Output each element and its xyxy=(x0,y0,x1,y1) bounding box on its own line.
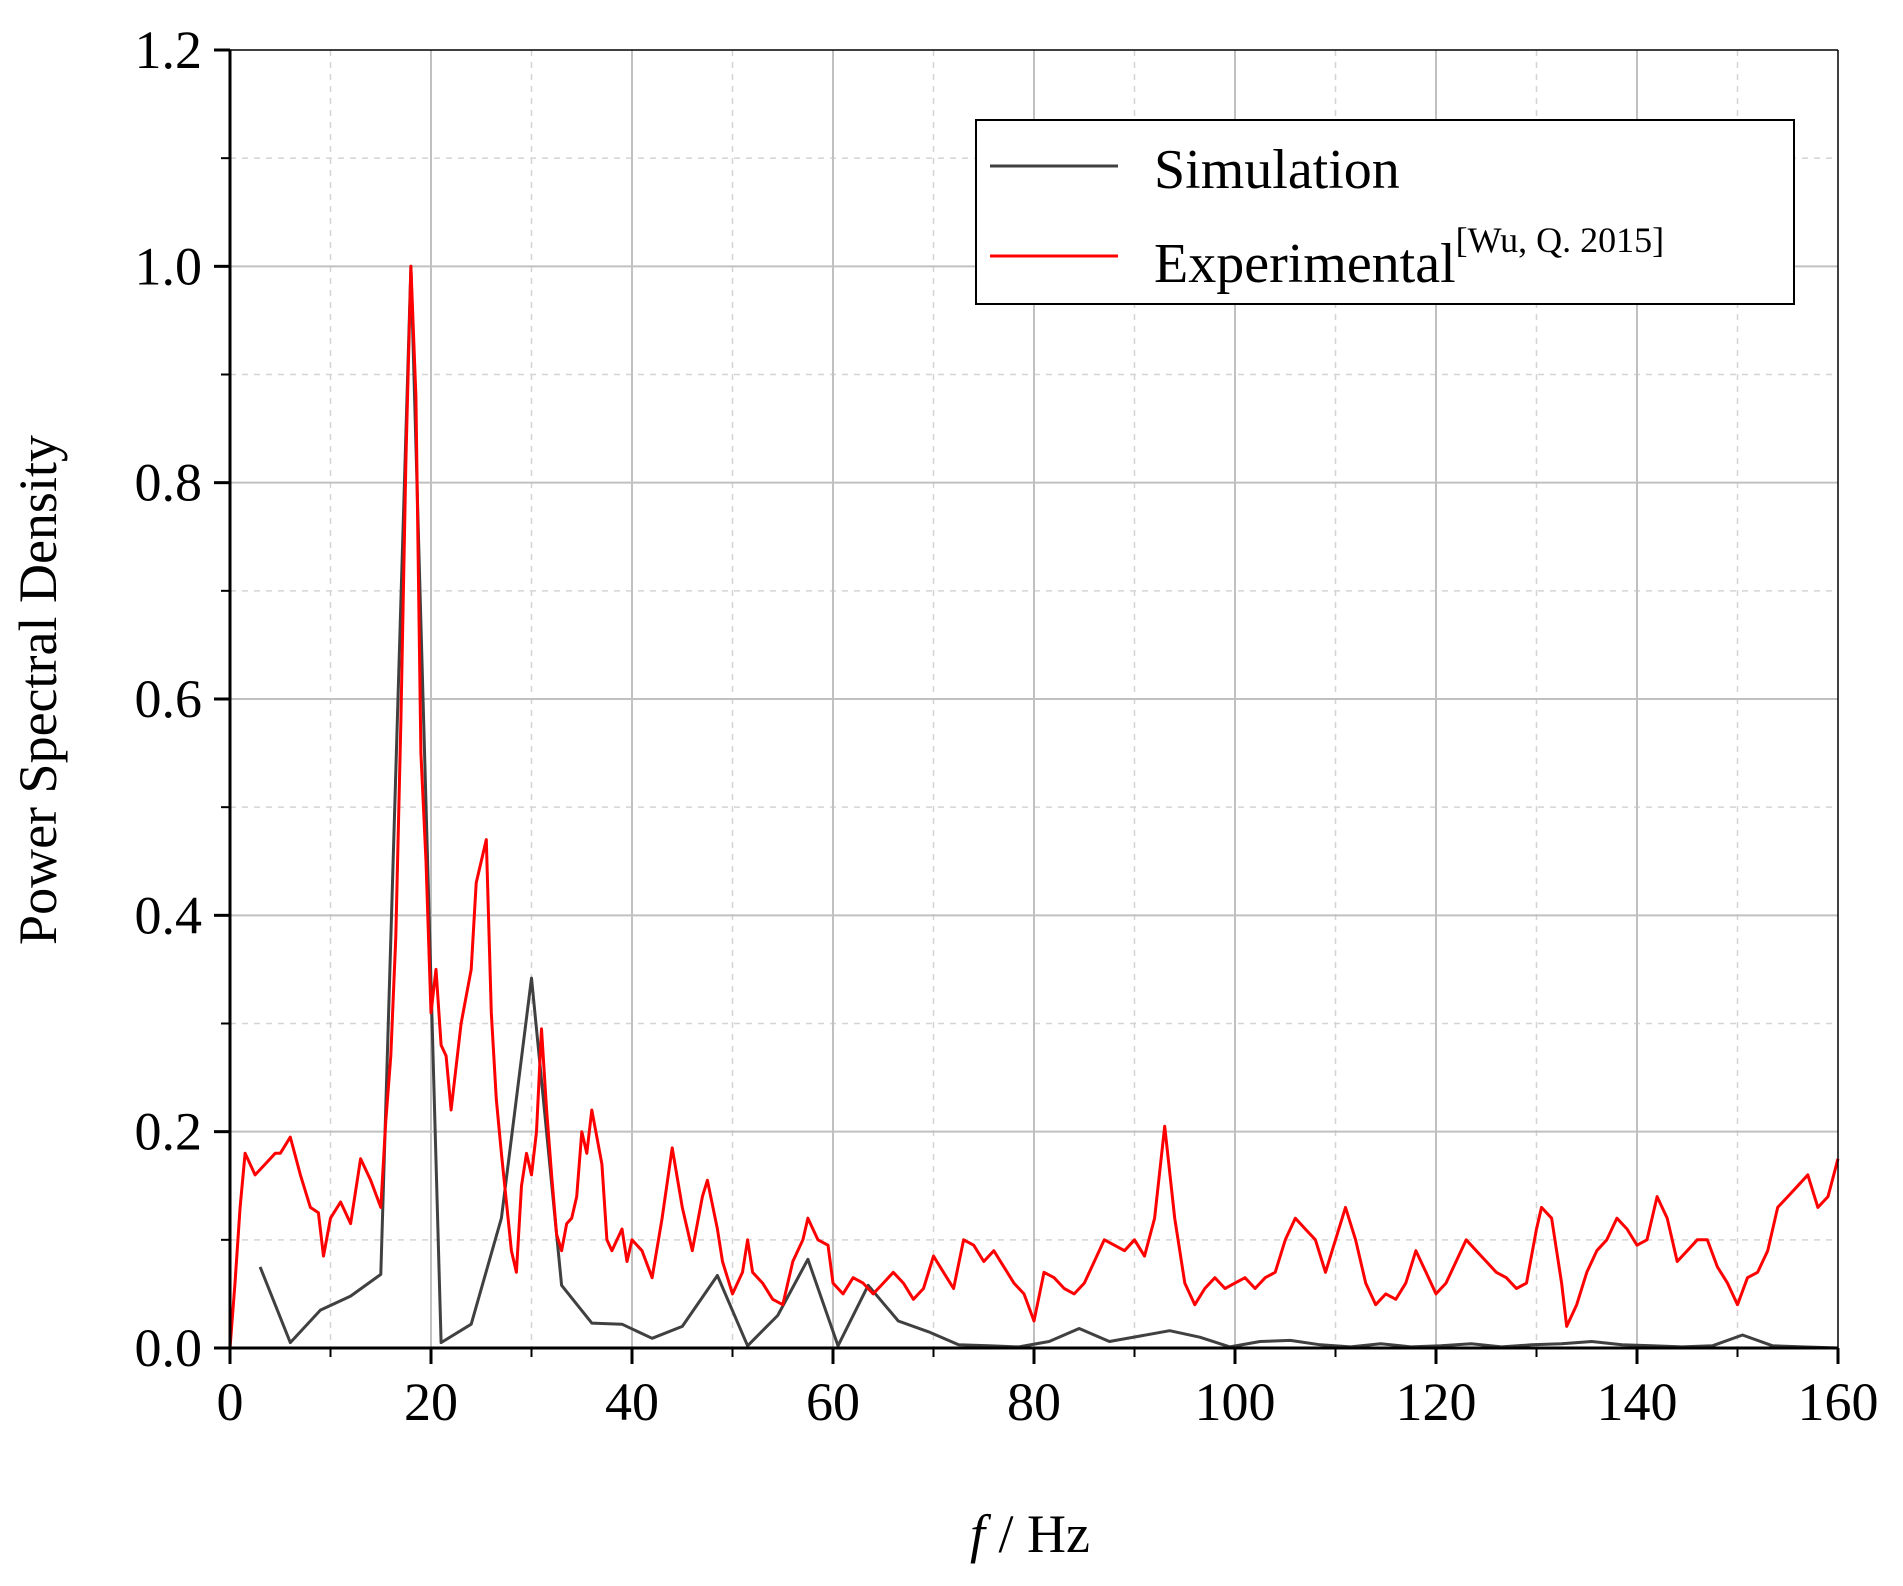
legend-label-simulation: Simulation xyxy=(1154,139,1400,201)
legend: Simulation Experimental[Wu, Q. 2015] xyxy=(975,119,1795,305)
x-tick-label: 140 xyxy=(1597,1372,1678,1432)
x-tick-label: 100 xyxy=(1195,1372,1276,1432)
x-tick-label: 40 xyxy=(605,1372,659,1432)
y-tick-label: 0.2 xyxy=(135,1102,203,1162)
x-tick-label: 60 xyxy=(806,1372,860,1432)
x-tick-label: 120 xyxy=(1396,1372,1477,1432)
y-tick-label: 0.0 xyxy=(135,1318,203,1378)
x-tick-label: 20 xyxy=(404,1372,458,1432)
series xyxy=(228,264,1840,1350)
x-axis-title-unit: / Hz xyxy=(985,1504,1090,1564)
x-axis-title: f / Hz xyxy=(970,1504,1090,1564)
legend-experimental-name: Experimental xyxy=(1154,233,1456,295)
y-tick-label: 1.2 xyxy=(135,20,203,80)
y-tick-label: 0.8 xyxy=(135,453,203,513)
series-line-experimental xyxy=(228,264,1840,1349)
axes xyxy=(214,48,1840,1364)
series-line-simulation xyxy=(258,264,1839,1350)
x-tick-label: 0 xyxy=(217,1372,244,1432)
y-tick-label: 1.0 xyxy=(135,236,203,296)
y-tick-label: 0.4 xyxy=(135,885,203,945)
y-axis-title: Power Spectral Density xyxy=(8,435,68,945)
tick-labels: 0 20 40 60 80 100 120 140 160 0.0 0.2 0.4 0.6 0.8 1.0 1… xyxy=(135,20,1879,1432)
y-tick-label: 0.6 xyxy=(135,669,203,729)
x-tick-label: 160 xyxy=(1798,1372,1879,1432)
legend-experimental-citation: [Wu, Q. 2015] xyxy=(1456,220,1665,260)
x-tick-label: 80 xyxy=(1007,1372,1061,1432)
legend-box xyxy=(975,119,1795,305)
legend-label-experimental: Experimental[Wu, Q. 2015] xyxy=(1154,220,1664,295)
